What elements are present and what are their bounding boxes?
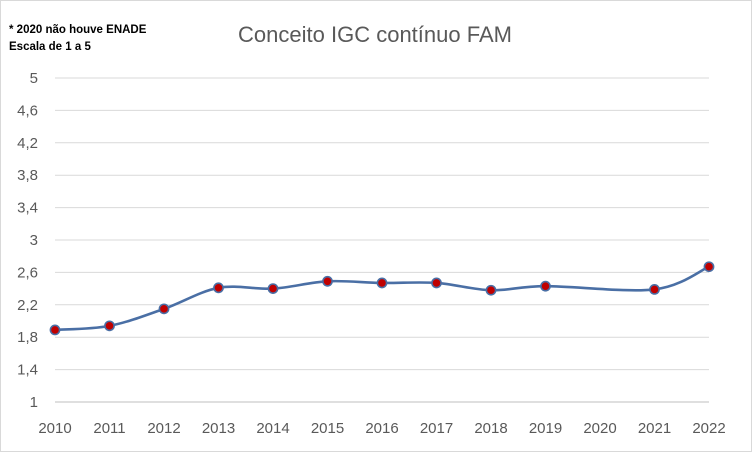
- note-scale: Escala de 1 a 5: [9, 41, 91, 53]
- data-point: [49, 324, 61, 336]
- x-tick-label: 2014: [256, 420, 289, 437]
- x-tick-label: 2020: [583, 420, 616, 437]
- data-point: [267, 283, 279, 294]
- y-tick-label: 3: [30, 232, 38, 249]
- x-tick-label: 2011: [93, 420, 125, 437]
- data-point: [485, 284, 497, 296]
- x-tick-label: 2016: [365, 420, 398, 437]
- gridlines: [55, 77, 709, 403]
- series-line: [54, 265, 710, 332]
- data-point: [431, 277, 442, 289]
- y-tick-label: 1,4: [17, 362, 38, 379]
- y-tick-label: 2,6: [17, 264, 38, 281]
- data-point: [703, 261, 715, 273]
- x-tick-label: 2013: [202, 420, 235, 437]
- y-tick-label: 3,8: [17, 167, 38, 184]
- x-tick-label: 2022: [692, 420, 725, 437]
- series-markers: [49, 261, 715, 336]
- data-point: [158, 303, 170, 315]
- data-point: [376, 277, 388, 289]
- x-tick-label: 2015: [311, 420, 344, 437]
- x-tick-label: 2010: [38, 420, 71, 437]
- y-tick-label: 2,2: [17, 297, 38, 314]
- y-tick-label: 5: [30, 70, 38, 87]
- y-tick-label: 4,2: [17, 135, 38, 152]
- x-tick-labels: 2010 2011 2012 2013 2014 2015 2016 2017 2018 2019…: [38, 420, 725, 437]
- data-point: [540, 280, 551, 292]
- x-tick-label: 2019: [529, 420, 562, 437]
- data-point: [322, 275, 333, 287]
- x-tick-label: 2018: [474, 420, 507, 437]
- data-point: [649, 284, 660, 295]
- x-tick-label: 2017: [420, 420, 453, 437]
- x-tick-label: 2021: [638, 420, 671, 437]
- data-point: [104, 320, 115, 332]
- chart-title: Conceito IGC contínuo FAM: [238, 22, 512, 47]
- data-point: [213, 282, 224, 294]
- y-tick-label: 1,8: [17, 329, 38, 346]
- note-enade: * 2020 não houve ENADE: [9, 24, 147, 36]
- y-tick-label: 1: [30, 394, 38, 411]
- y-tick-labels: 1 1,4 1,8 2,2 2,6 3 3,4 3,8 4,2 4,6 5: [17, 70, 38, 411]
- y-tick-label: 4,6: [17, 102, 38, 119]
- y-tick-label: 3,4: [17, 200, 38, 217]
- x-tick-label: 2012: [147, 420, 180, 437]
